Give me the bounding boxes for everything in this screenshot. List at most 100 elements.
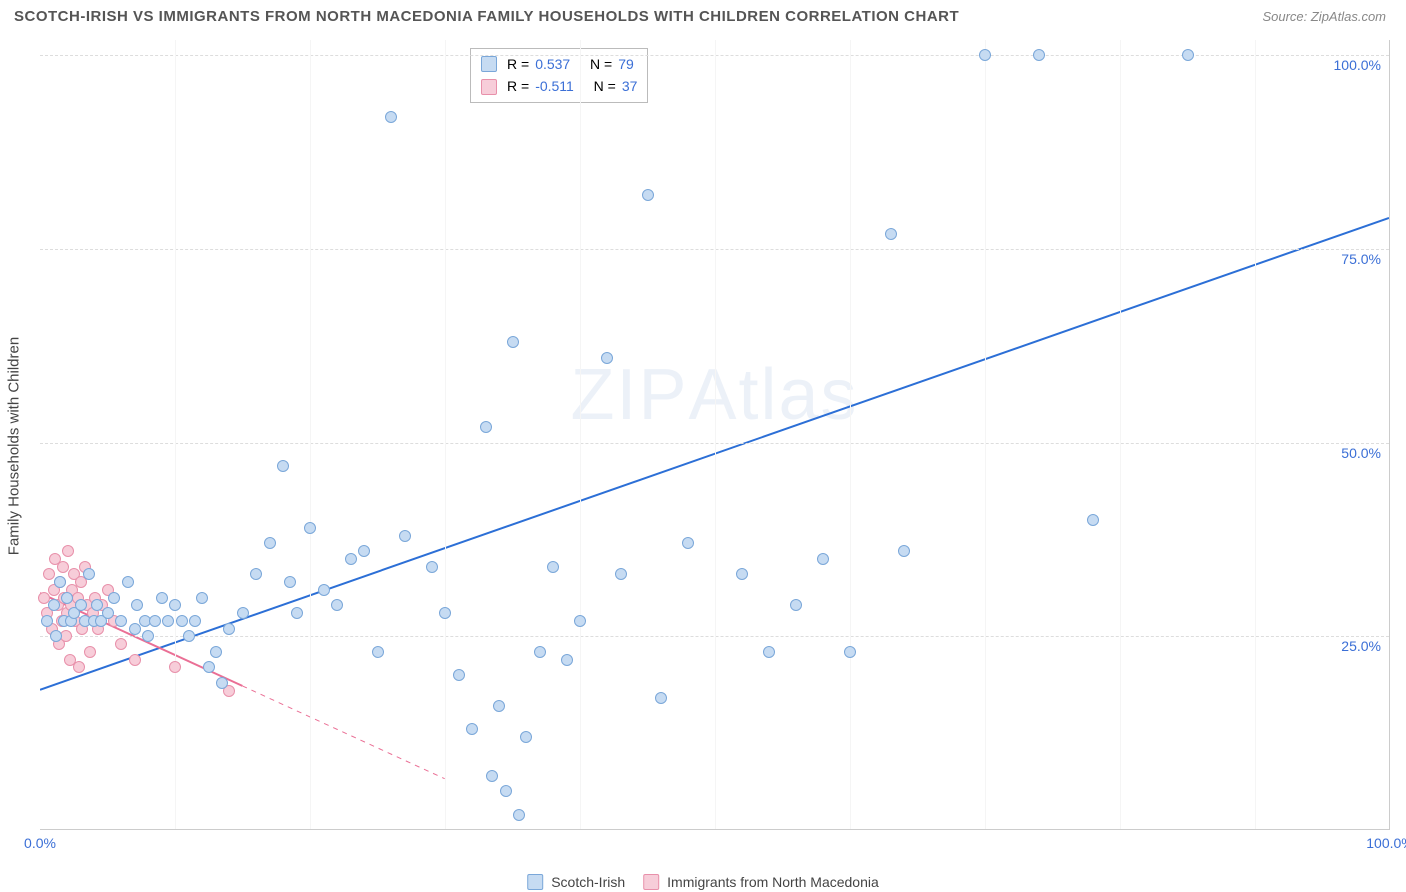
y-tick-label: 75.0% <box>1341 251 1381 267</box>
blue-point <box>642 189 654 201</box>
y-axis-label: Family Households with Children <box>6 337 23 555</box>
blue-point <box>189 615 201 627</box>
blue-point <box>345 553 357 565</box>
blue-point <box>885 228 897 240</box>
pink-point <box>62 545 74 557</box>
blue-point <box>223 623 235 635</box>
source-attribution: Source: ZipAtlas.com <box>1262 9 1386 24</box>
blue-point <box>507 336 519 348</box>
gridline-v <box>715 40 716 829</box>
blue-point <box>122 576 134 588</box>
x-tick-label: 100.0% <box>1366 835 1406 851</box>
blue-point <box>763 646 775 658</box>
blue-point <box>75 599 87 611</box>
blue-point <box>196 592 208 604</box>
gridline-v <box>310 40 311 829</box>
blue-point <box>372 646 384 658</box>
swatch-blue <box>481 56 497 72</box>
gridline-v <box>175 40 176 829</box>
blue-point <box>480 421 492 433</box>
legend-swatch-blue <box>527 874 543 890</box>
blue-point <box>183 630 195 642</box>
blue-point <box>61 592 73 604</box>
blue-point <box>574 615 586 627</box>
legend-label-blue: Scotch-Irish <box>551 874 625 890</box>
blue-point <box>129 623 141 635</box>
blue-point <box>561 654 573 666</box>
blue-point <box>131 599 143 611</box>
gridline-v <box>1255 40 1256 829</box>
blue-point <box>318 584 330 596</box>
blue-point <box>91 599 103 611</box>
pink-point <box>43 568 55 580</box>
blue-point <box>1087 514 1099 526</box>
pink-point <box>115 638 127 650</box>
blue-point <box>439 607 451 619</box>
gridline-v <box>1120 40 1121 829</box>
blue-point <box>54 576 66 588</box>
blue-point <box>162 615 174 627</box>
blue-point <box>736 568 748 580</box>
blue-point <box>486 770 498 782</box>
blue-point <box>83 568 95 580</box>
blue-point <box>547 561 559 573</box>
pink-point <box>129 654 141 666</box>
blue-point <box>149 615 161 627</box>
blue-point <box>102 607 114 619</box>
x-axis-legend: Scotch-Irish Immigrants from North Maced… <box>527 874 879 890</box>
blue-point <box>898 545 910 557</box>
pink-point <box>84 646 96 658</box>
blue-point <box>108 592 120 604</box>
blue-point <box>169 599 181 611</box>
blue-point <box>41 615 53 627</box>
gridline-v <box>850 40 851 829</box>
blue-point <box>453 669 465 681</box>
blue-point <box>520 731 532 743</box>
blue-point <box>513 809 525 821</box>
blue-point <box>304 522 316 534</box>
blue-point <box>264 537 276 549</box>
blue-point <box>216 677 228 689</box>
blue-point <box>156 592 168 604</box>
blue-point <box>601 352 613 364</box>
blue-point <box>399 530 411 542</box>
blue-point <box>500 785 512 797</box>
blue-point <box>790 599 802 611</box>
blue-point <box>682 537 694 549</box>
blue-point <box>50 630 62 642</box>
blue-point <box>1182 49 1194 61</box>
swatch-pink <box>481 79 497 95</box>
blue-point <box>844 646 856 658</box>
legend-label-pink: Immigrants from North Macedonia <box>667 874 879 890</box>
plot-area: ZIPAtlas R = 0.537 N = 79 R = -0.511 N =… <box>40 40 1390 830</box>
y-tick-label: 25.0% <box>1341 638 1381 654</box>
blue-point <box>1033 49 1045 61</box>
legend-swatch-pink <box>643 874 659 890</box>
pink-point <box>169 661 181 673</box>
gridline-v <box>445 40 446 829</box>
blue-point <box>534 646 546 658</box>
blue-point <box>277 460 289 472</box>
y-tick-label: 100.0% <box>1334 57 1381 73</box>
chart-title: SCOTCH-IRISH VS IMMIGRANTS FROM NORTH MA… <box>14 8 959 25</box>
blue-point <box>331 599 343 611</box>
blue-point <box>655 692 667 704</box>
blue-point <box>385 111 397 123</box>
blue-point <box>210 646 222 658</box>
blue-point <box>817 553 829 565</box>
blue-point <box>203 661 215 673</box>
blue-point <box>358 545 370 557</box>
blue-point <box>176 615 188 627</box>
blue-point <box>426 561 438 573</box>
blue-point <box>291 607 303 619</box>
gridline-v <box>985 40 986 829</box>
blue-point <box>284 576 296 588</box>
blue-point <box>466 723 478 735</box>
x-tick-label: 0.0% <box>24 835 56 851</box>
blue-point <box>979 49 991 61</box>
blue-point <box>493 700 505 712</box>
blue-point <box>615 568 627 580</box>
blue-point <box>250 568 262 580</box>
blue-point <box>48 599 60 611</box>
pink-point <box>73 661 85 673</box>
